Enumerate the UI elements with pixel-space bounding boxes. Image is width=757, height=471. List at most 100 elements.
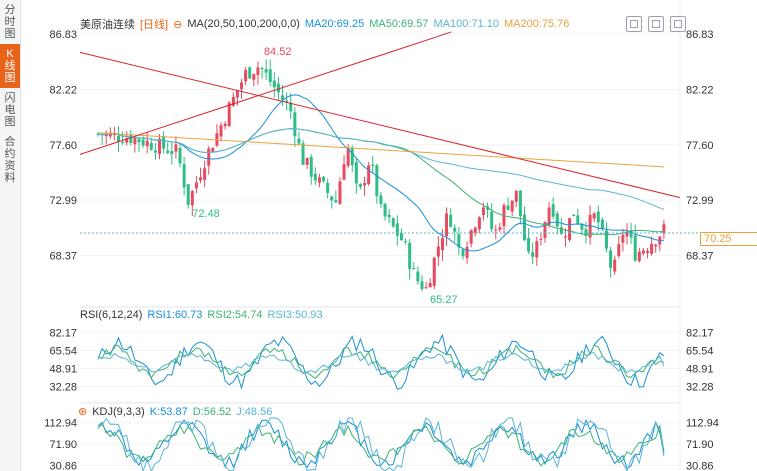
candle-down — [527, 237, 531, 252]
candle-down — [531, 252, 535, 257]
candle-down — [182, 164, 186, 188]
candle-down — [137, 138, 141, 143]
ma200-legend: MA200:75.76 — [503, 18, 570, 30]
candle-up — [498, 227, 502, 230]
candle-up — [543, 222, 547, 238]
y-tick-label-right: 68.37 — [686, 251, 714, 263]
rsi-params: RSI(6,12,24) — [80, 309, 143, 321]
trendline-down — [79, 51, 681, 199]
candle-down — [289, 102, 293, 112]
tab-intraday[interactable]: 分时图 — [4, 4, 16, 40]
ma100-line — [97, 128, 665, 210]
rsi-tick-label-left: 48.91 — [49, 364, 77, 376]
candle-up — [346, 147, 350, 166]
candle-down — [301, 143, 305, 165]
fullscreen-icon[interactable] — [670, 16, 686, 32]
candle-down — [293, 112, 297, 137]
d-line — [97, 423, 665, 467]
candle-up — [539, 238, 543, 240]
candle-up — [568, 218, 572, 241]
candle-up — [481, 207, 485, 216]
candle-down — [166, 150, 170, 153]
last-price-tag: 70.25 — [700, 232, 757, 246]
kdj-params: KDJ(9,3,3) — [92, 405, 145, 418]
candle-up — [342, 164, 346, 180]
kdj-tick-label-right: 112.94 — [686, 418, 719, 430]
candle-up — [469, 230, 473, 244]
candle-up — [473, 227, 477, 233]
candle-down — [153, 150, 157, 153]
rsi3-line — [97, 351, 665, 374]
candle-down — [178, 147, 182, 164]
rsi-tick-label-right: 32.28 — [686, 382, 714, 394]
candle-up — [240, 82, 244, 89]
candle-down — [141, 139, 145, 146]
candle-down — [371, 164, 375, 166]
candle-down — [309, 156, 313, 177]
candle-down — [322, 176, 326, 182]
high-annotation: 84.52 — [264, 46, 292, 58]
candle-up — [547, 207, 551, 226]
candle-up — [223, 123, 227, 127]
candle-up — [477, 217, 481, 230]
tab-kline[interactable]: K线图 — [0, 44, 20, 88]
candle-up — [252, 74, 256, 80]
candle-down — [522, 214, 526, 241]
candle-down — [596, 211, 600, 223]
candle-down — [268, 69, 272, 83]
candle-down — [117, 136, 121, 142]
candle-down — [285, 100, 289, 103]
rsi2-legend: RSI2:54.74 — [207, 309, 263, 321]
candle-down — [633, 235, 637, 261]
candle-up — [207, 148, 211, 166]
main-legend: 美原油连续 [日线] ⊖ MA(20,50,100,200,0,0) MA20:… — [80, 16, 569, 32]
candle-up — [535, 241, 539, 258]
y-tick-label-left: 86.83 — [49, 29, 77, 41]
ma200-line — [97, 132, 664, 168]
period-label[interactable]: [日线] — [140, 19, 169, 31]
tab-contract-info[interactable]: 合约资料 — [4, 136, 16, 184]
fit-window-icon[interactable] — [626, 16, 642, 32]
candle-up — [465, 246, 469, 259]
y-tick-label-right: 72.99 — [686, 195, 714, 207]
candle-up — [338, 181, 342, 205]
candle-down — [162, 136, 166, 149]
price-chart[interactable]: 86.83 86.83 82.22 82.22 77.60 77.60 72.99 72.99… — [20, 0, 757, 471]
candle-down — [518, 190, 522, 216]
screenshot-icon[interactable] — [648, 16, 664, 32]
candle-up — [203, 168, 207, 180]
y-tick-label-left: 82.22 — [49, 84, 77, 96]
candle-up — [617, 244, 621, 257]
candle-down — [604, 230, 608, 249]
candle-down — [334, 200, 338, 203]
candle-down — [276, 83, 280, 93]
candle-up — [563, 236, 567, 238]
low-annotation: 72.48 — [192, 208, 220, 220]
candle-down — [572, 214, 576, 216]
rsi1-line — [97, 333, 665, 390]
candle-down — [399, 233, 403, 241]
chart-area: 86.83 86.83 82.22 82.22 77.60 77.60 72.99 72.99… — [20, 0, 757, 471]
candle-down — [121, 141, 125, 143]
settings-icon[interactable]: ⊖ — [173, 18, 183, 31]
candle-down — [379, 195, 383, 205]
ma20-legend: MA20:69.25 — [304, 18, 365, 30]
rsi-tick-label-right: 65.54 — [686, 345, 714, 357]
rsi-tick-label-left: 65.54 — [49, 345, 77, 357]
k-line — [97, 418, 665, 470]
candle-down — [555, 213, 559, 227]
candle-down — [412, 268, 416, 270]
candle-down — [313, 173, 317, 181]
candle-up — [256, 67, 260, 75]
candle-up — [317, 177, 321, 183]
kdj-tick-label-left: 112.94 — [44, 418, 77, 430]
rsi-tick-label-left: 82.17 — [49, 327, 77, 339]
candle-up — [494, 229, 498, 231]
indicator-settings-icon[interactable]: ⊛ — [78, 406, 88, 418]
kdj-tick-label-left: 71.90 — [49, 439, 77, 451]
candle-down — [330, 196, 334, 201]
tab-lightning[interactable]: 闪电图 — [4, 92, 16, 128]
candle-down — [186, 184, 190, 205]
candle-up — [613, 259, 617, 272]
candle-down — [609, 250, 613, 268]
